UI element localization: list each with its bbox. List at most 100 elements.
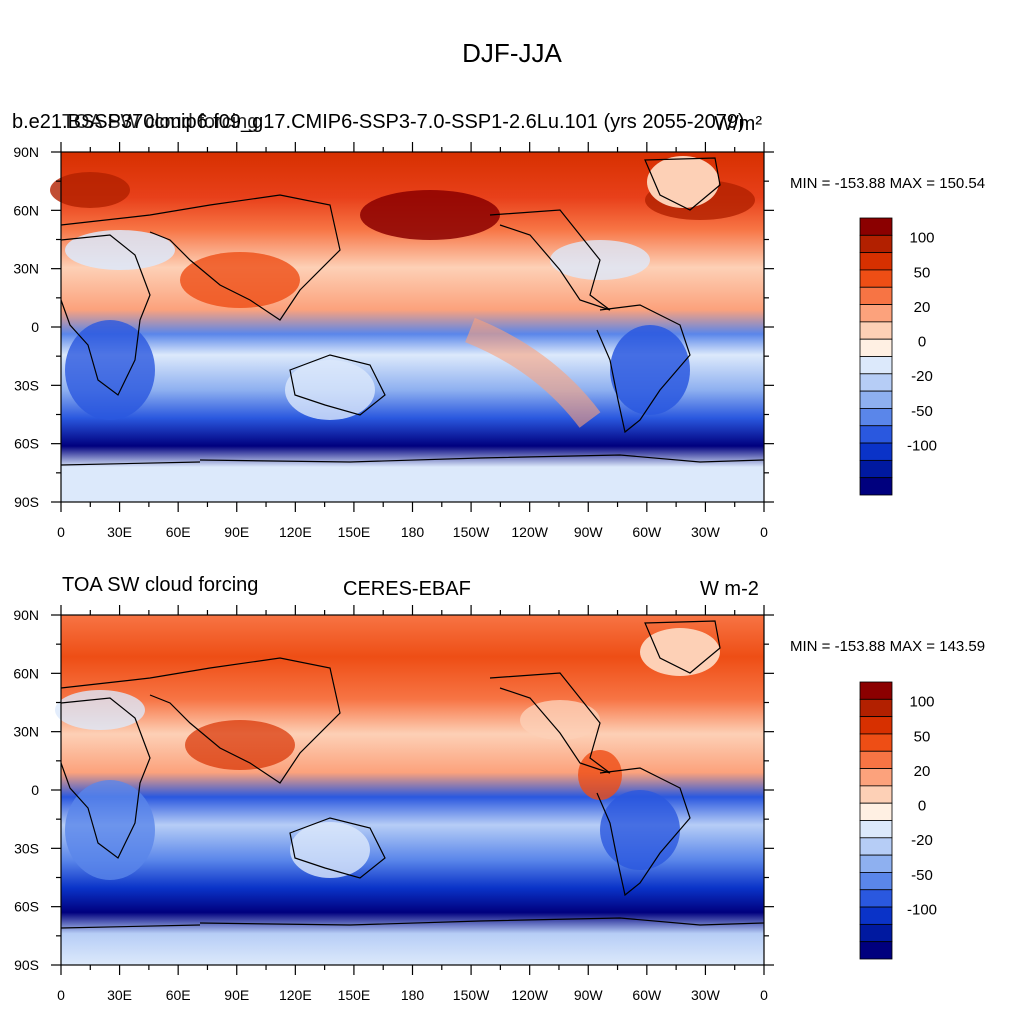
colorbar-label: -50 bbox=[911, 403, 933, 420]
lat-tick-label: 60S bbox=[14, 899, 39, 915]
colorbar-label: 0 bbox=[918, 798, 926, 815]
colorbar-swatch bbox=[859, 373, 893, 392]
lon-tick-label: 90E bbox=[224, 524, 249, 540]
panel2-units-label: W m-2 bbox=[700, 578, 759, 600]
lat-tick-label: 60N bbox=[13, 202, 39, 218]
lat-tick-label: 90N bbox=[13, 607, 39, 623]
colorbar-swatch bbox=[859, 941, 893, 960]
colorbar-label: -50 bbox=[911, 867, 933, 884]
colorbar-label: 0 bbox=[918, 334, 926, 351]
panel2-min-max: MIN = -153.88 MAX = 143.59 bbox=[790, 638, 986, 655]
colorbar-swatch bbox=[859, 234, 893, 254]
lon-tick-label: 60W bbox=[632, 524, 662, 540]
axis-tick-labels: 90N 60N 30N 0 30S 60S 90S 0 30E 60E 90E 120E 150E 180… bbox=[13, 144, 768, 1003]
panel1-variable-label: TOA SW cloud forcing bbox=[62, 111, 259, 133]
colorbar-swatch bbox=[859, 733, 893, 752]
lat-tick-label: 90S bbox=[14, 957, 39, 973]
colorbar-swatch bbox=[859, 698, 893, 718]
colorbar-swatch bbox=[859, 304, 893, 323]
colorbar-swatch bbox=[859, 681, 893, 700]
lon-tick-label: 120E bbox=[279, 987, 312, 1003]
figure-title: DJF-JJA bbox=[462, 38, 562, 68]
colorbar-label: 50 bbox=[914, 264, 931, 281]
colorbar-label: 20 bbox=[914, 299, 931, 316]
lon-tick-label: 150E bbox=[338, 524, 371, 540]
colorbar-swatch bbox=[859, 750, 893, 769]
colorbar-swatch bbox=[859, 872, 893, 891]
colorbar-label: -20 bbox=[911, 368, 933, 385]
colorbar-swatch bbox=[859, 716, 893, 735]
panel1-map bbox=[50, 151, 765, 503]
colorbar-label: -100 bbox=[907, 437, 937, 454]
colorbar-swatch bbox=[859, 217, 893, 236]
colorbar-swatch bbox=[859, 785, 893, 804]
lon-tick-label: 60W bbox=[632, 987, 662, 1003]
panel1-units-label: W/m² bbox=[714, 113, 762, 135]
colorbars: 100 50 20 0 -20 -50 -100 100 50 20 0 -20 -50 -100 bbox=[859, 217, 937, 960]
colorbar-label: 100 bbox=[909, 694, 934, 711]
lat-tick-label: 90N bbox=[13, 144, 39, 160]
lat-tick-label: 60S bbox=[14, 436, 39, 452]
lon-tick-label: 150W bbox=[453, 524, 490, 540]
panel2-map bbox=[55, 614, 765, 966]
lon-tick-label: 30E bbox=[107, 524, 132, 540]
colorbar-swatch bbox=[859, 425, 893, 444]
colorbar-swatch bbox=[859, 477, 893, 496]
lon-tick-label: 120W bbox=[511, 987, 548, 1003]
lon-tick-label: 90W bbox=[574, 524, 604, 540]
colorbar-swatch bbox=[859, 923, 893, 943]
colorbar-label: 100 bbox=[909, 230, 934, 247]
colorbar-swatch bbox=[859, 459, 893, 479]
panel1-coastlines bbox=[60, 157, 765, 466]
lon-tick-label: 0 bbox=[760, 987, 768, 1003]
lon-tick-label: 150E bbox=[338, 987, 371, 1003]
colorbar-label: -20 bbox=[911, 832, 933, 849]
panel1-case-label: b.e21.BSSP370cmip6.f09_g17.CMIP6-SSP3-7.… bbox=[12, 111, 745, 133]
colorbar-swatch bbox=[859, 889, 893, 908]
lon-tick-label: 150W bbox=[453, 987, 490, 1003]
lon-tick-label: 120W bbox=[511, 524, 548, 540]
lon-tick-label: 30E bbox=[107, 987, 132, 1003]
colorbar-swatch bbox=[859, 390, 893, 409]
lat-tick-label: 90S bbox=[14, 494, 39, 510]
colorbar-swatch bbox=[859, 286, 893, 305]
panel2-coastlines bbox=[60, 620, 765, 929]
colorbar-swatch bbox=[859, 854, 893, 873]
lon-tick-label: 90E bbox=[224, 987, 249, 1003]
colorbar-swatch bbox=[859, 321, 893, 340]
lon-tick-label: 0 bbox=[57, 987, 65, 1003]
colorbar-label: -100 bbox=[907, 901, 937, 918]
colorbar-swatch bbox=[859, 802, 893, 821]
axis-ticks bbox=[51, 142, 774, 975]
lat-tick-label: 30N bbox=[13, 261, 39, 277]
lon-tick-label: 30W bbox=[691, 987, 721, 1003]
lat-tick-label: 60N bbox=[13, 665, 39, 681]
panel2-variable-label: TOA SW cloud forcing bbox=[62, 574, 259, 596]
lat-tick-label: 30N bbox=[13, 724, 39, 740]
colorbar-swatch bbox=[859, 837, 893, 856]
colorbar-label: 50 bbox=[914, 728, 931, 745]
panel2-dataset-label: CERES-EBAF bbox=[343, 578, 471, 600]
colorbar-label: 20 bbox=[914, 763, 931, 780]
lon-tick-label: 90W bbox=[574, 987, 604, 1003]
lon-tick-label: 0 bbox=[760, 524, 768, 540]
lon-tick-label: 180 bbox=[401, 524, 425, 540]
colorbar-swatch bbox=[859, 356, 893, 375]
panel1-min-max: MIN = -153.88 MAX = 150.54 bbox=[790, 175, 986, 192]
lat-tick-label: 0 bbox=[31, 319, 39, 335]
lat-tick-label: 30S bbox=[14, 840, 39, 856]
colorbar-swatch bbox=[859, 906, 893, 925]
lon-tick-label: 60E bbox=[166, 524, 191, 540]
colorbar-1: 100 50 20 0 -20 -50 -100 bbox=[859, 217, 937, 496]
lat-tick-label: 0 bbox=[31, 782, 39, 798]
colorbar-swatch bbox=[859, 820, 893, 839]
colorbar-swatch bbox=[859, 252, 893, 271]
lon-tick-label: 120E bbox=[279, 524, 312, 540]
colorbar-2: 100 50 20 0 -20 -50 -100 bbox=[859, 681, 937, 960]
lon-tick-label: 180 bbox=[401, 987, 425, 1003]
lon-tick-label: 30W bbox=[691, 524, 721, 540]
colorbar-swatch bbox=[859, 442, 893, 461]
lon-tick-label: 60E bbox=[166, 987, 191, 1003]
colorbar-swatch bbox=[859, 269, 893, 288]
